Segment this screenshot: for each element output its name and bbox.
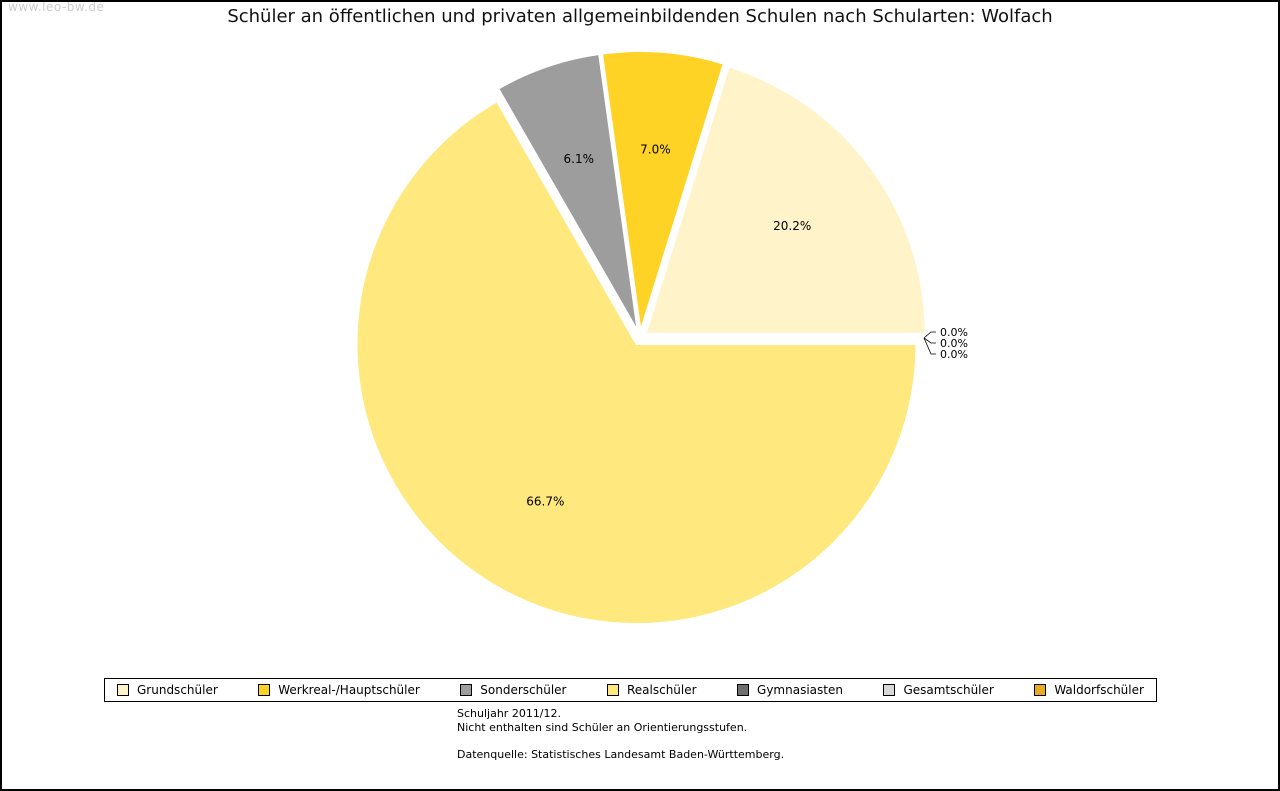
- legend-item-waldorfsch-ler: Waldorfschüler: [1034, 683, 1144, 697]
- legend-label-realsch-ler: Realschüler: [626, 683, 697, 697]
- data-source: Datenquelle: Statistisches Landesamt Bad…: [457, 748, 785, 761]
- legend-label-sondersch-ler: Sonderschüler: [480, 683, 567, 697]
- legend-swatch-waldorfsch-ler: [1034, 684, 1047, 696]
- legend-label-waldorfsch-ler: Waldorfschüler: [1054, 683, 1144, 697]
- pie-slice-value-label-sondersch-ler: 6.1%: [564, 152, 595, 166]
- pie-slice-value-label-gymnasiasten: 0.0%: [940, 326, 968, 339]
- pie-slice-realsch-ler: [355, 99, 918, 626]
- legend-swatch-sondersch-ler: [460, 684, 473, 696]
- legend-label-gesamtsch-ler: Gesamtschüler: [903, 683, 994, 697]
- chart-title: Schüler an öffentlichen und privaten all…: [227, 6, 1053, 27]
- legend-item-sondersch-ler: Sonderschüler: [460, 683, 567, 697]
- legend-item-gymnasiasten: Gymnasiasten: [737, 683, 843, 697]
- legend-swatch-werkreal-hauptsch-ler: [258, 684, 271, 696]
- legend-label-grundsch-ler: Grundschüler: [137, 683, 218, 697]
- pie-slice-value-label-gesamtsch-ler: 0.0%: [940, 337, 968, 350]
- pie-slice-grundsch-ler: [644, 65, 927, 335]
- zero-slice-leader-gesamtsch-ler: [923, 337, 936, 344]
- legend-swatch-gesamtsch-ler: [883, 684, 896, 696]
- pie-slice-value-label-werkreal-hauptsch-ler: 7.0%: [640, 143, 671, 157]
- pie-slice-value-label-realsch-ler: 66.7%: [526, 495, 564, 509]
- legend-label-gymnasiasten: Gymnasiasten: [757, 683, 843, 697]
- legend-swatch-grundsch-ler: [117, 684, 129, 696]
- pie-slice-value-label-waldorfsch-ler: 0.0%: [940, 348, 968, 361]
- legend-label-werkreal-hauptsch-ler: Werkreal-/Hauptschüler: [278, 683, 420, 697]
- watermark: www.leo-bw.de: [8, 0, 105, 14]
- legend: Grundschüler Werkreal-/Hauptschüler Sonder…: [104, 678, 1157, 702]
- legend-item-gesamtsch-ler: Gesamtschüler: [883, 683, 994, 697]
- legend-item-werkreal-hauptsch-ler: Werkreal-/Hauptschüler: [258, 683, 420, 697]
- footnotes: Schuljahr 2011/12. Nicht enthalten sind …: [457, 707, 747, 735]
- pie-slice-werkreal-hauptsch-ler: [600, 50, 725, 332]
- zero-slice-leader-gymnasiasten: [923, 331, 936, 339]
- footnote-line-1: Schuljahr 2011/12.: [457, 707, 562, 720]
- pie-slice-value-label-grundsch-ler: 20.2%: [773, 219, 811, 233]
- zero-slice-leader-waldorfsch-ler: [923, 337, 936, 355]
- legend-swatch-realsch-ler: [606, 684, 619, 696]
- pie-slice-sondersch-ler: [496, 52, 639, 332]
- legend-item-grundsch-ler: Grundschüler: [117, 683, 218, 697]
- legend-swatch-gymnasiasten: [737, 684, 750, 696]
- footnote-line-2: Nicht enthalten sind Schüler an Orientie…: [457, 721, 748, 734]
- legend-item-realsch-ler: Realschüler: [606, 683, 697, 697]
